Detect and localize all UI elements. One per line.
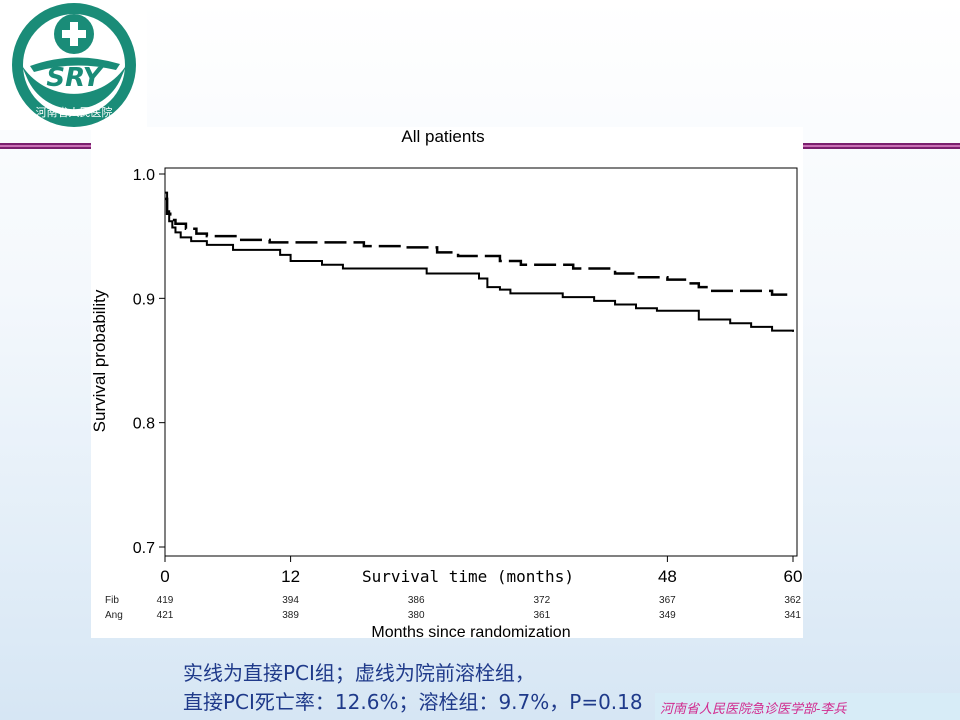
logo-hospital-name: 河南省人民医院 <box>36 105 113 119</box>
x-axis-label: Months since randomization <box>371 624 570 638</box>
risk-table-count: 367 <box>659 595 676 606</box>
chart-title: All patients <box>401 127 484 146</box>
survival-chart: All patients 1.0 0.9 0.8 0.7 0 12 48 60 Surviv… <box>91 127 803 638</box>
risk-table-group-label: Fib <box>105 595 119 606</box>
y-tick-label: 0.9 <box>133 291 155 308</box>
x-axis-inline-label: Survival time (months) <box>362 567 574 586</box>
y-tick-label: 0.7 <box>133 540 155 557</box>
risk-table-group-label: Ang <box>105 610 123 621</box>
caption-line-1: 实线为直接PCI组；虚线为院前溶栓组， <box>183 661 535 685</box>
series-line-solid <box>165 191 794 332</box>
y-tick-label: 0.8 <box>133 416 155 433</box>
decor-bar-right <box>802 143 960 149</box>
risk-table-count: 362 <box>784 595 801 606</box>
survival-chart-svg: All patients 1.0 0.9 0.8 0.7 0 12 48 60 Surviv… <box>91 127 802 638</box>
risk-table-count: 349 <box>659 610 676 621</box>
logo-letters: SRY <box>46 63 104 93</box>
x-tick-label: 48 <box>658 567 677 586</box>
risk-table-count: 341 <box>784 610 801 621</box>
risk-table-count: 361 <box>533 610 550 621</box>
risk-table: Fib 419 394 386 372 367 362 Ang 421 389 380 361 349 3… <box>105 595 801 621</box>
series-layer <box>165 191 794 332</box>
risk-table-count: 380 <box>408 610 425 621</box>
y-axis: 1.0 0.9 0.8 0.7 <box>133 167 165 557</box>
plot-frame <box>164 167 798 557</box>
risk-table-count: 372 <box>533 595 550 606</box>
x-tick-label: 12 <box>281 567 300 586</box>
caption-line-2: 直接PCI死亡率：12.6%；溶栓组：9.7%，P=0.18 <box>183 690 643 714</box>
risk-table-count: 419 <box>157 595 174 606</box>
risk-table-count: 421 <box>157 610 174 621</box>
x-tick-label: 60 <box>784 567 803 586</box>
risk-table-count: 389 <box>282 610 299 621</box>
footer-bar <box>655 693 960 720</box>
risk-table-count: 386 <box>408 595 425 606</box>
hospital-logo-icon: SRY 河南省人民医院 <box>12 3 136 127</box>
y-tick-label: 1.0 <box>133 167 155 184</box>
x-tick-label: 0 <box>160 567 169 586</box>
x-axis: 0 12 48 60 <box>160 556 802 586</box>
series-line-dashed <box>165 197 793 296</box>
decor-bar-left <box>0 143 92 149</box>
risk-table-count: 394 <box>282 595 299 606</box>
hospital-logo: SRY 河南省人民医院 <box>0 0 147 130</box>
y-axis-label: Survival probability <box>91 289 109 432</box>
footer-text: 河南省人民医院急诊医学部-李兵 <box>660 702 847 717</box>
